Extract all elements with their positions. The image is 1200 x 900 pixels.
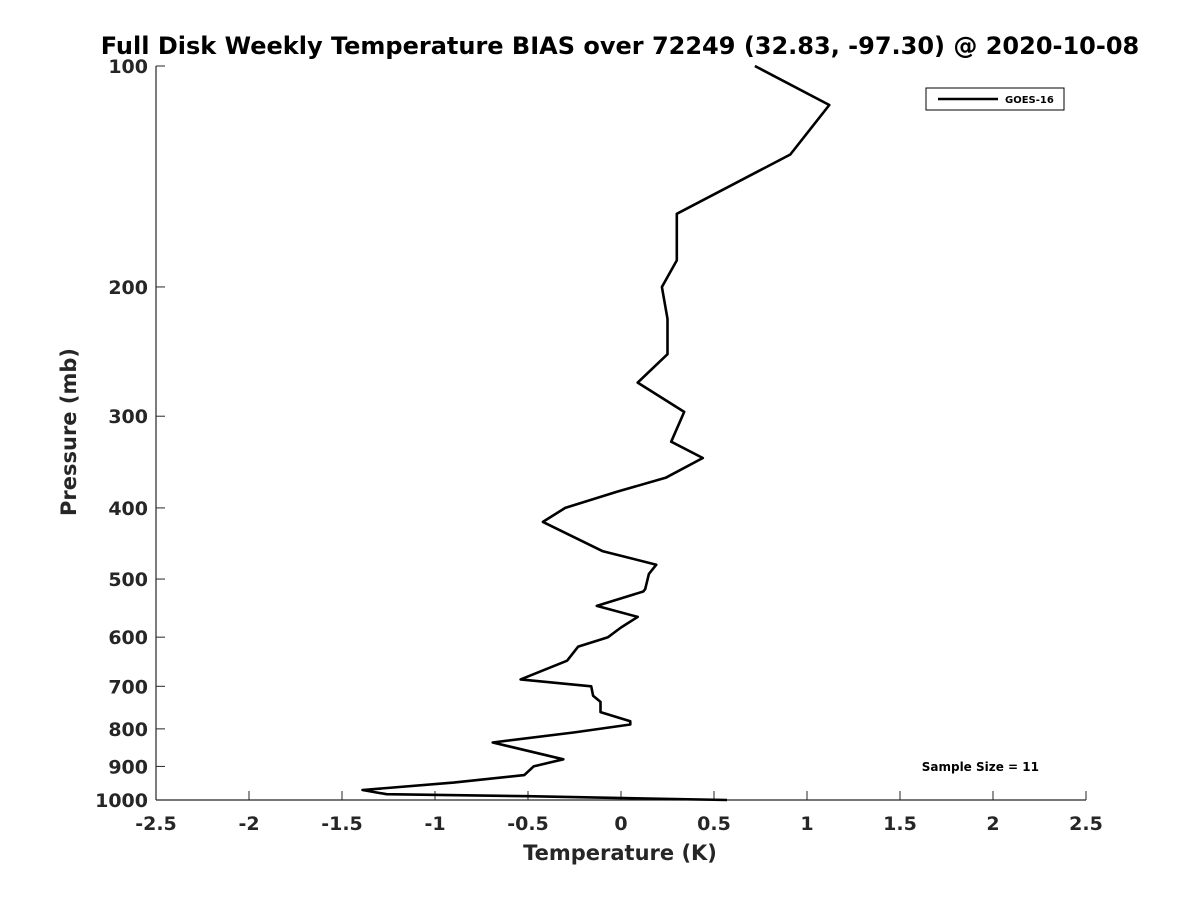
legend-label-goes-16: GOES-16 (1005, 95, 1054, 106)
x-tick-label: -1.5 (321, 813, 363, 835)
legend: GOES-16 (925, 87, 1065, 111)
x-axis-label: Temperature (K) (523, 841, 717, 865)
y-tick-label: 700 (108, 676, 148, 698)
sample-size-annotation: Sample Size = 11 (922, 760, 1039, 774)
x-tick-label: 1 (800, 813, 813, 835)
x-tick-label: 2 (986, 813, 999, 835)
y-tick-label: 500 (108, 569, 148, 591)
x-tick-label: -2 (238, 813, 259, 835)
x-tick-label: 1.5 (883, 813, 917, 835)
series-group (361, 64, 831, 802)
x-tick-label: 0.5 (697, 813, 731, 835)
x-tick-label: -1 (424, 813, 445, 835)
x-tick-label: -0.5 (507, 813, 549, 835)
y-tick-label: 100 (108, 56, 148, 78)
y-tick-label: 900 (108, 756, 148, 778)
x-tick-label: -2.5 (135, 813, 177, 835)
y-tick-label: 800 (108, 719, 148, 741)
x-tick-label: 2.5 (1069, 813, 1103, 835)
y-tick-label: 300 (108, 406, 148, 428)
y-axis-label: Pressure (mb) (57, 348, 81, 516)
axes (155, 66, 1086, 801)
y-tick-label: 200 (108, 277, 148, 299)
series-line-goes-16 (361, 64, 831, 802)
x-axis-ticks: -2.5 -2 -1.5 -1 -0.5 0 0.5 1 1.5 2 2.5 (135, 791, 1103, 835)
y-tick-label: 400 (108, 498, 148, 520)
y-axis-ticks: 100 200 300 400 500 600 700 800 900 1000 (95, 56, 165, 812)
chart-title: Full Disk Weekly Temperature BIAS over 7… (101, 32, 1140, 60)
x-tick-label: 0 (614, 813, 627, 835)
y-tick-label: 1000 (95, 790, 148, 812)
y-tick-label: 600 (108, 627, 148, 649)
